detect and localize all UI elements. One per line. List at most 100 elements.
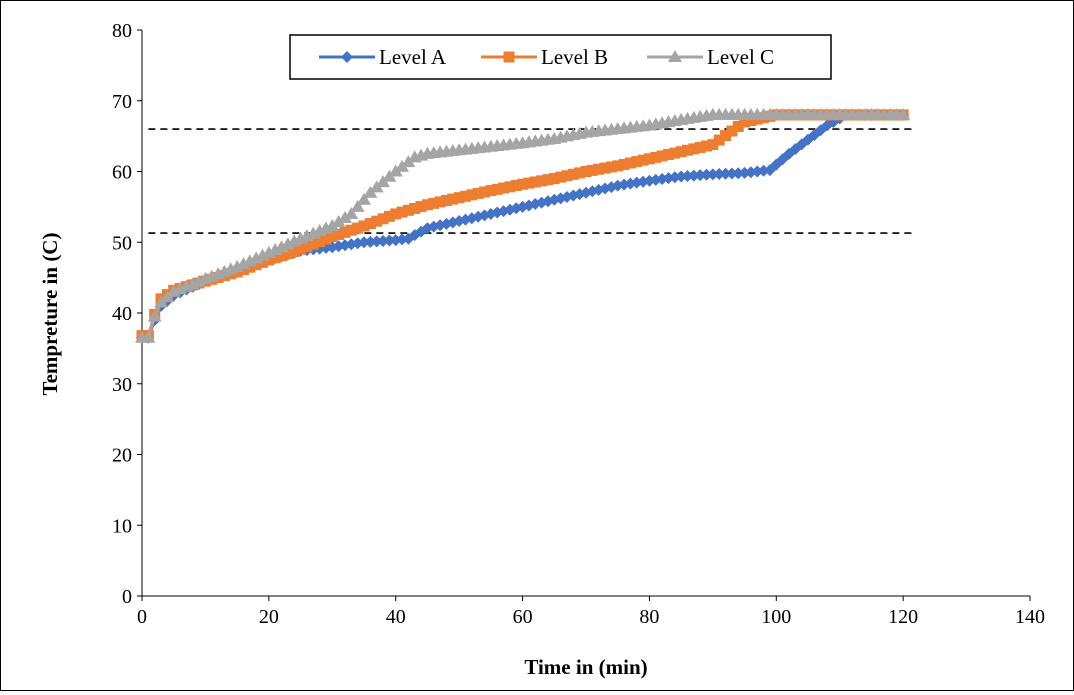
series-point-2 [402,204,414,216]
series-point-2 [599,162,611,174]
series-point-2 [580,166,592,177]
plot-area: 0 10 20 30 40 50 60 70 80 0 20 40 60 80 100 120 140 Level… [112,20,1045,628]
series-point-2 [479,186,491,198]
series-point-2 [675,146,687,158]
series-point-2 [345,224,357,236]
series-point-2 [701,140,713,152]
series-point-2 [643,153,655,165]
y-axis-title: Tempreture in (C) [38,233,62,396]
y-tick-label: 60 [112,162,132,184]
series-point-2 [485,185,497,197]
series-point-3 [357,192,371,205]
series-point-2 [732,121,744,133]
series-point-2 [504,181,516,193]
series-point-2 [586,164,598,176]
series-point-2 [745,115,757,127]
series-point-3 [388,164,403,177]
series-point-2 [415,201,427,213]
series-point-2 [656,150,668,162]
y-tick-label: 0 [122,586,132,608]
y-tick-label: 30 [112,374,132,396]
series-point-1 [725,167,738,180]
legend-marker-2 [503,51,515,63]
x-tick-label: 20 [259,606,279,628]
x-tick-label: 0 [137,606,147,628]
series-point-2 [320,233,332,245]
y-tick-label: 50 [112,232,132,254]
series-point-2 [726,125,738,137]
series-point-2 [637,154,649,166]
x-tick-label: 80 [639,606,659,628]
series-point-2 [567,168,579,180]
series-point-3 [896,107,911,120]
series-point-2 [681,144,693,156]
x-tick-label: 60 [513,606,533,628]
series-point-2 [650,151,662,163]
series-point-2 [333,228,345,240]
series-point-2 [669,147,681,159]
legend-label-2: Level B [541,45,608,69]
series-point-2 [688,143,700,155]
x-tick-label: 140 [1015,606,1045,628]
series-point-3 [401,155,416,168]
series-point-2 [713,134,725,146]
series-point-2 [631,156,643,168]
series-point-2 [428,197,440,209]
series-point-3 [350,199,365,212]
series-point-1 [732,167,745,180]
series-point-2 [662,149,674,161]
series-point-2 [605,161,617,173]
series-point-2 [720,130,732,142]
series-point-2 [555,171,567,183]
series-point-2 [339,226,351,238]
series-point-2 [440,195,452,207]
series-point-2 [612,160,624,172]
series-point-3 [344,206,359,219]
series-point-2 [314,236,326,248]
series-point-2 [358,220,370,232]
series-point-1 [713,168,726,181]
series-point-2 [288,245,300,257]
legend-label-3: Level C [707,45,774,69]
legend-label-1: Level A [379,45,447,69]
series-point-2 [593,163,605,175]
series-point-1 [503,203,516,216]
series-point-2 [472,187,484,199]
x-axis-title: Time in (min) [524,655,647,679]
series-point-2 [542,174,554,186]
series-point-2 [282,248,294,260]
series-point-3 [331,214,346,227]
series-point-2 [352,222,364,234]
series-point-2 [536,175,548,187]
legend-box [289,34,832,80]
series-point-2 [510,180,522,192]
series-point-2 [707,139,719,151]
x-tick-label: 100 [761,606,791,628]
series-point-2 [694,141,706,153]
x-tick-label: 120 [888,606,918,628]
series-point-1 [706,168,719,181]
series-point-2 [250,259,262,271]
series-point-2 [498,182,510,194]
series-point-2 [377,213,389,225]
series-point-1 [814,124,827,137]
series-point-2 [453,192,465,204]
series-point-2 [295,243,307,255]
series-point-2 [257,256,269,268]
series-point-2 [276,250,288,262]
series-point-1 [719,167,732,180]
series-point-2 [574,167,586,179]
series-point-2 [421,199,433,211]
series-point-3 [147,309,162,322]
series-point-2 [523,177,535,189]
series-point-3 [325,218,340,231]
y-tick-label: 10 [112,515,132,537]
series-point-2 [409,202,421,214]
series-point-2 [491,183,503,195]
series-point-2 [326,231,338,243]
legend-marker-1 [341,51,353,63]
series-point-2 [459,190,471,202]
y-tick-label: 20 [112,445,132,467]
